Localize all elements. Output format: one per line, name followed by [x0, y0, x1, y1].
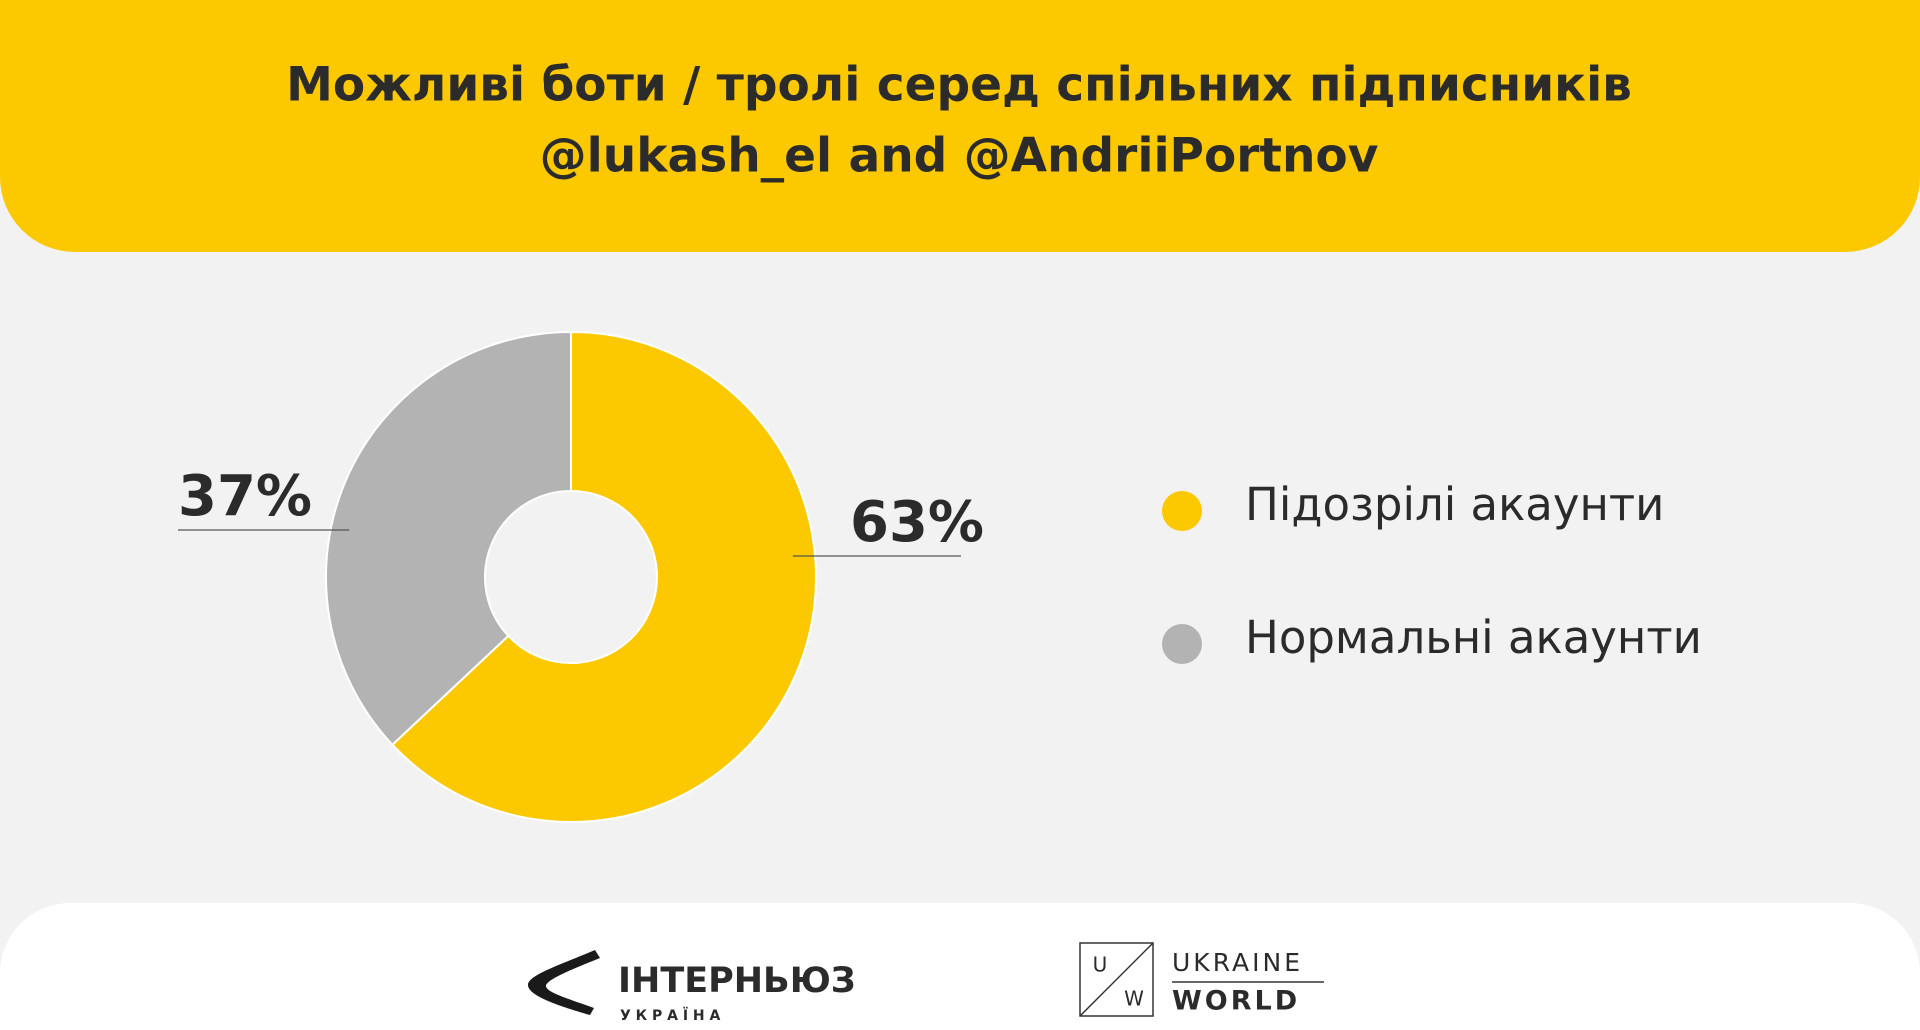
- internews-logo-mark: [528, 950, 600, 1015]
- uw-w: W: [1124, 987, 1144, 1011]
- internews-name: ІНТЕРНЬЮЗ: [618, 961, 856, 1001]
- uw-u: U: [1093, 953, 1108, 977]
- legend-label: Нормальні акаунти: [1245, 611, 1702, 664]
- chart-title: Можливі боти / тролі серед спільних підп…: [286, 58, 1632, 113]
- pie-slice: [390, 330, 817, 823]
- legend-swatch: [1162, 491, 1202, 531]
- internews-sub: У К Р А Ї Н А: [620, 1007, 721, 1024]
- chart-subtitle: @lukash_el and @AndriiPortnov: [540, 129, 1379, 184]
- pie-slice: [325, 330, 572, 747]
- header-band: [0, 0, 1920, 252]
- uw-box: [1079, 942, 1154, 1017]
- legend-label: Підозрілі акаунти: [1245, 478, 1664, 531]
- value-label: 37%: [178, 464, 312, 529]
- value-label: 63%: [850, 490, 984, 555]
- donut-chart: 63% 37%: [178, 330, 984, 823]
- uw-diagonal: [1079, 942, 1154, 1017]
- legend: Підозрілі акаунти Нормальні акаунти: [1162, 478, 1702, 664]
- legend-swatch: [1162, 624, 1202, 664]
- footer-band: [0, 903, 1920, 1030]
- uw-line2: WORLD: [1172, 986, 1300, 1017]
- uw-line1: UKRAINE: [1172, 948, 1303, 977]
